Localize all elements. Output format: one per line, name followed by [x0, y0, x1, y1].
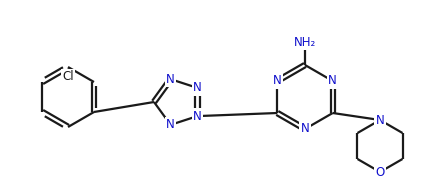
- Text: N: N: [193, 81, 202, 94]
- Text: N: N: [273, 74, 282, 87]
- Text: N: N: [301, 122, 310, 135]
- Text: N: N: [193, 110, 202, 123]
- Text: N: N: [166, 73, 175, 86]
- Text: N: N: [328, 74, 337, 87]
- Text: NH₂: NH₂: [294, 36, 316, 48]
- Text: Cl: Cl: [62, 70, 74, 83]
- Text: N: N: [376, 113, 385, 126]
- Text: O: O: [375, 165, 385, 178]
- Text: N: N: [166, 118, 175, 131]
